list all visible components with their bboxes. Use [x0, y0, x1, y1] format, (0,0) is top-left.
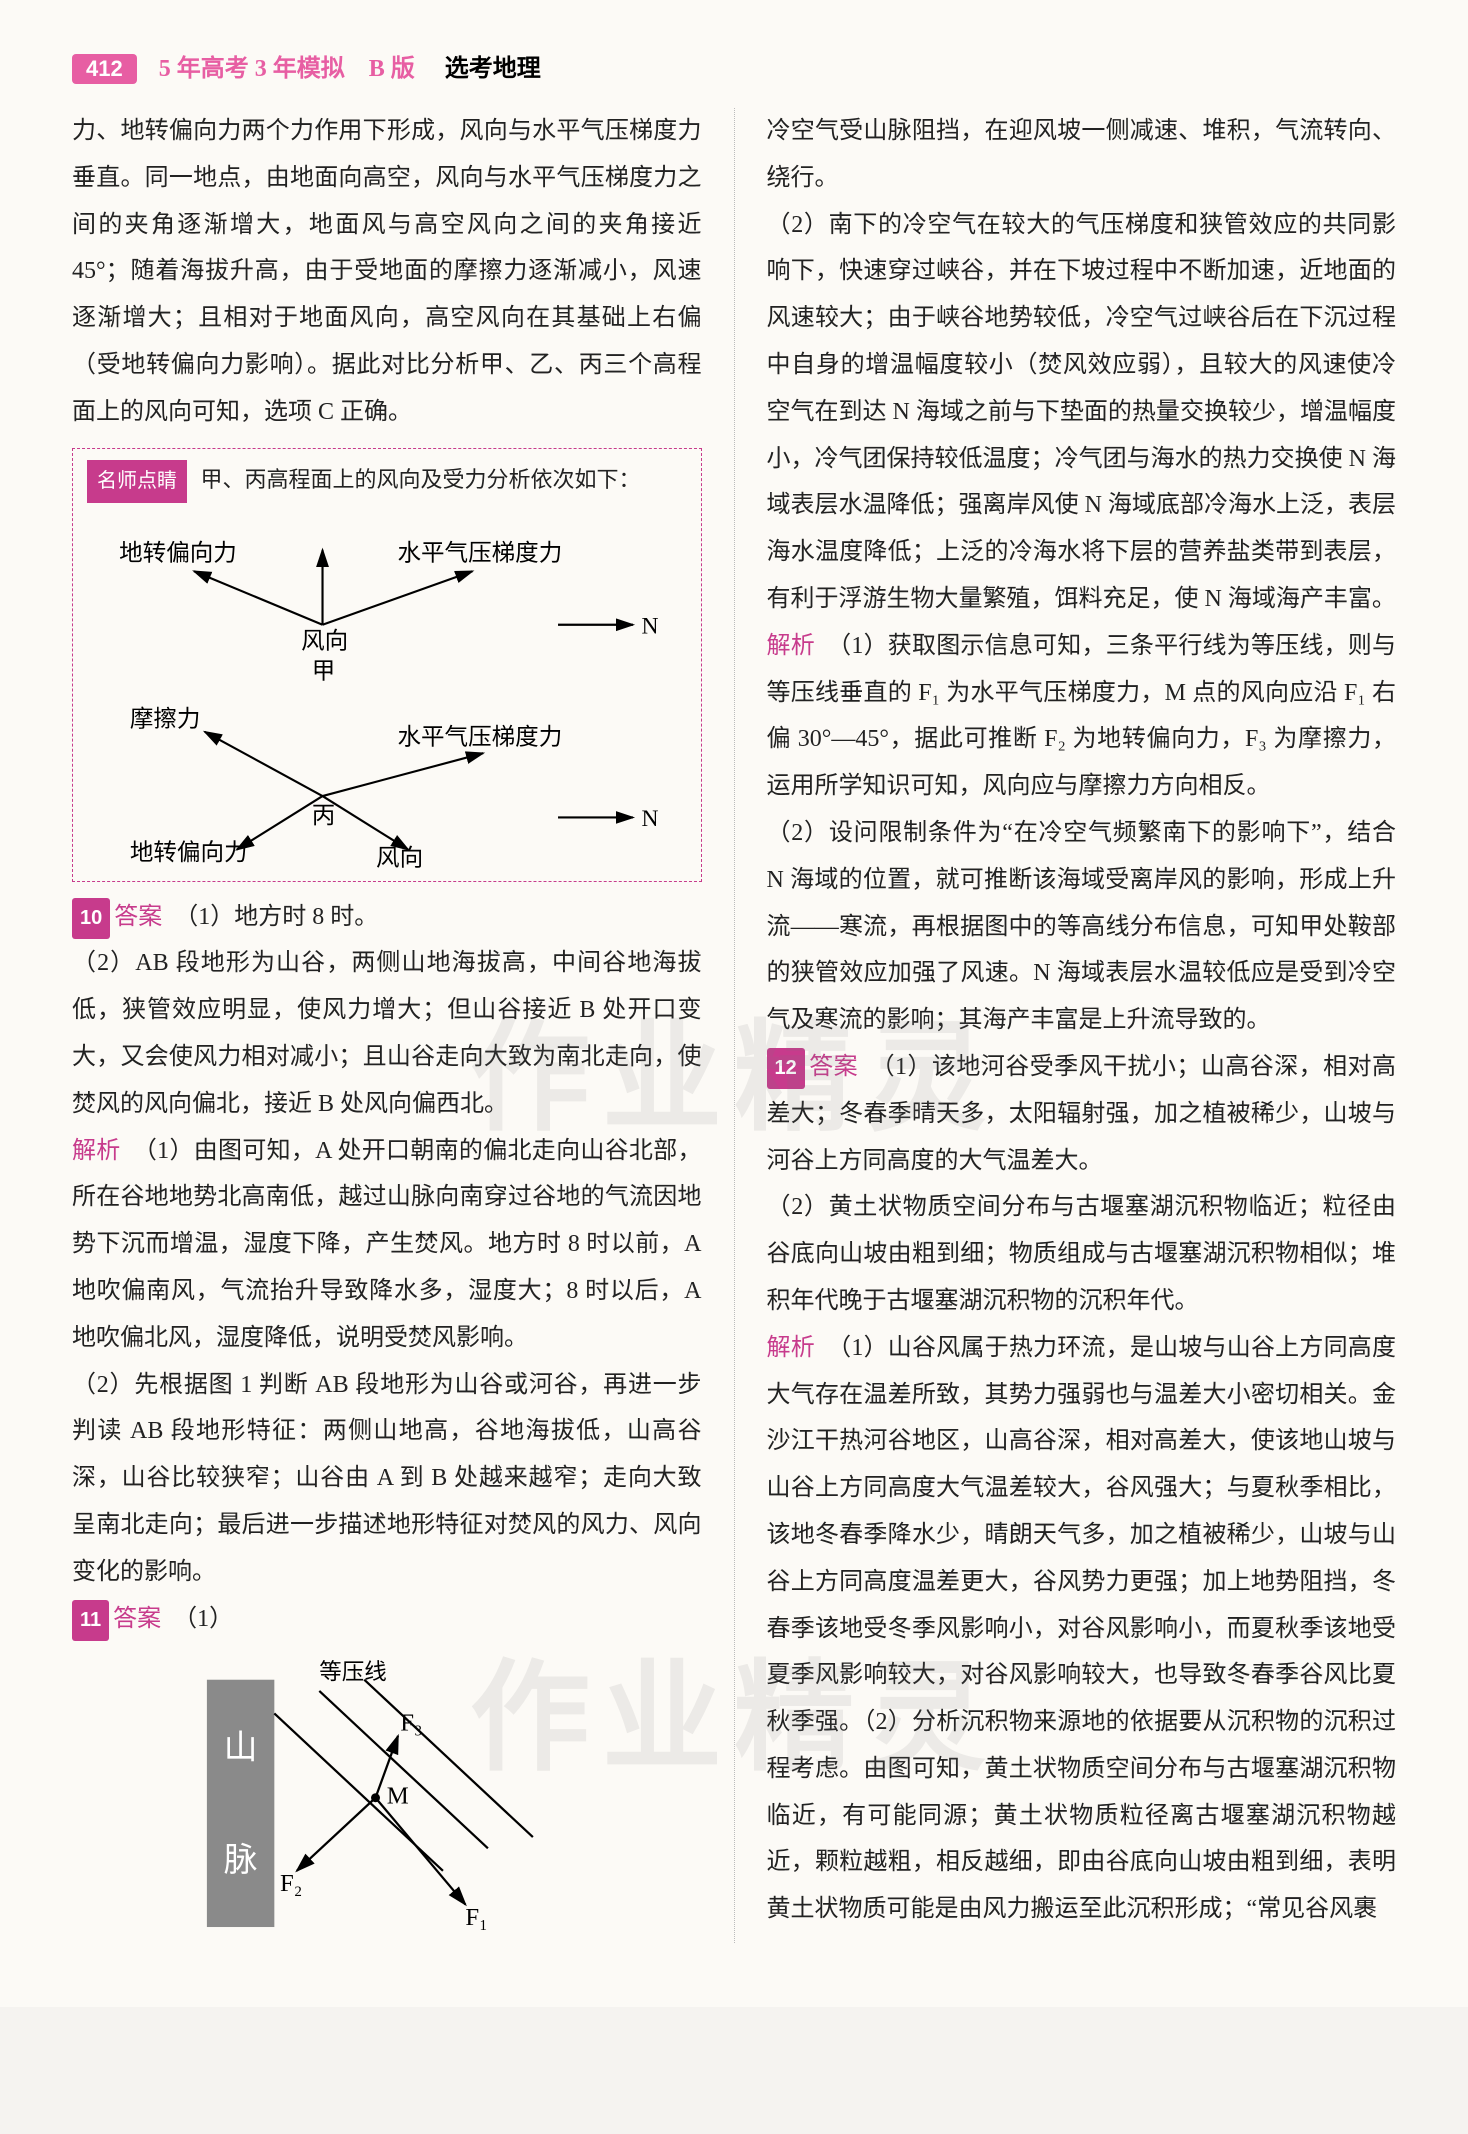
label-wind: 风向 — [301, 627, 348, 654]
label-f3: F₃ — [400, 1710, 422, 1737]
analysis-label: 解析 — [767, 633, 815, 659]
analysis-label: 解析 — [767, 1335, 815, 1361]
answer-text: （1）该地河谷受季风干扰小；山高谷深，相对高差大；冬春季晴天多，太阳辐射强，加之… — [767, 1054, 1397, 1174]
answer-label: 答案 — [114, 904, 162, 930]
label-range: 脉 — [224, 1841, 258, 1879]
subject-title: 选考地理 — [421, 56, 541, 82]
label-pgf: 水平气压梯度力 — [397, 539, 562, 566]
label-north: N — [642, 806, 659, 832]
tip-header: 名师点睛 甲、丙高程面上的风向及受力分析依次如下： — [87, 459, 687, 503]
label-jia: 甲 — [312, 658, 336, 684]
label-wind: 风向 — [376, 844, 423, 870]
analysis-text: （1）山谷风属于热力环流，是山坡与山谷上方同高度大气存在温差所致，其势力强弱也与… — [767, 1335, 1397, 1923]
paragraph: 力、地转偏向力两个力作用下形成，风向与水平气压梯度力垂直。同一地点，由地面向高空… — [72, 108, 702, 436]
question-number: 11 — [72, 1600, 109, 1641]
teacher-tip-box: 名师点睛 甲、丙高程面上的风向及受力分析依次如下： 地转偏向力 水平气压梯度力 — [72, 448, 702, 882]
page-header: 412 5 年高考 3 年模拟 B 版 选考地理 — [72, 48, 1396, 84]
force-diagram-jia-bing: 地转偏向力 水平气压梯度力 风向 甲 N 摩擦力 水平气压梯度力 地转偏向力 — [87, 507, 687, 871]
label-mountain: 山 — [224, 1730, 258, 1767]
answer-text: （2）AB 段地形为山谷，两侧山地海拔高，中间谷地海拔低，狭管效应明显，使风力增… — [72, 940, 702, 1127]
analysis-label: 解析 — [72, 1138, 121, 1164]
label-coriolis: 地转偏向力 — [130, 839, 248, 866]
analysis-text: （1）获取图示信息可知，三条平行线为等压线，则与等压线垂直的 F₁ 为水平气压梯… — [767, 633, 1397, 799]
label-isobar: 等压线 — [319, 1660, 386, 1685]
answer-text: （1） — [185, 1606, 233, 1632]
paragraph: 冷空气受山脉阻挡，在迎风坡一侧减速、堆积，气流转向、绕行。 — [767, 108, 1397, 202]
label-bing: 丙 — [312, 802, 336, 828]
page: 作业精灵 作业精灵 412 5 年高考 3 年模拟 B 版 选考地理 力、地转偏… — [0, 0, 1468, 2007]
analysis-block: 解析 （1）山谷风属于热力环流，是山坡与山谷上方同高度大气存在温差所致，其势力强… — [767, 1325, 1397, 1933]
label-f1: F₁ — [465, 1904, 487, 1931]
question-number: 10 — [72, 898, 110, 939]
analysis-text: （1）由图可知，A 处开口朝南的偏北走向山谷北部，所在谷地地势北高南低，越过山脉… — [72, 1138, 702, 1351]
answer-text: （1）地方时 8 时。 — [186, 904, 378, 930]
q11-diagram: 山 脉 等压线 M F₁ F₂ F₃ — [72, 1646, 702, 1938]
label-coriolis: 地转偏向力 — [119, 539, 237, 566]
question-number: 12 — [767, 1048, 805, 1089]
label-north: N — [642, 613, 659, 639]
analysis-block: 解析 （1）由图可知，A 处开口朝南的偏北走向山谷北部，所在谷地地势北高南低，越… — [72, 1128, 702, 1362]
answer-block: 10答案 （1）地方时 8 时。 — [72, 894, 702, 941]
right-column: 冷空气受山脉阻挡，在迎风坡一侧减速、堆积，气流转向、绕行。 （2）南下的冷空气在… — [734, 108, 1397, 1943]
answer-text: （2）黄土状物质空间分布与古堰塞湖沉积物临近；粒径由谷底向山坡由粗到细；物质组成… — [767, 1184, 1397, 1324]
answer-block: 11答案 （1） — [72, 1596, 702, 1643]
tip-text: 甲、丙高程面上的风向及受力分析依次如下： — [201, 467, 641, 492]
label-pgf: 水平气压梯度力 — [397, 723, 562, 750]
label-friction: 摩擦力 — [130, 705, 201, 732]
answer-block: 12答案 （1）该地河谷受季风干扰小；山高谷深，相对高差大；冬春季晴天多，太阳辐… — [767, 1044, 1397, 1184]
answer-label: 答案 — [809, 1054, 858, 1080]
left-column: 力、地转偏向力两个力作用下形成，风向与水平气压梯度力垂直。同一地点，由地面向高空… — [72, 108, 702, 1943]
label-m: M — [387, 1783, 409, 1810]
analysis-text: （2）设问限制条件为“在冷空气频繁南下的影响下”，结合 N 海域的位置，就可推断… — [767, 810, 1397, 1044]
paragraph: （2）南下的冷空气在较大的气压梯度和狭管效应的共同影响下，快速穿过峡谷，并在下坡… — [767, 202, 1397, 623]
analysis-text: （2）先根据图 1 判断 AB 段地形为山谷或河谷，再进一步判读 AB 段地形特… — [72, 1362, 702, 1596]
book-title: 5 年高考 3 年模拟 B 版 — [159, 56, 415, 82]
answer-label: 答案 — [113, 1606, 161, 1632]
label-f2: F₂ — [280, 1870, 302, 1897]
tip-label: 名师点睛 — [87, 460, 187, 503]
page-number: 412 — [72, 54, 137, 84]
two-column-layout: 力、地转偏向力两个力作用下形成，风向与水平气压梯度力垂直。同一地点，由地面向高空… — [72, 108, 1396, 1943]
analysis-block: 解析 （1）获取图示信息可知，三条平行线为等压线，则与等压线垂直的 F₁ 为水平… — [767, 623, 1397, 810]
